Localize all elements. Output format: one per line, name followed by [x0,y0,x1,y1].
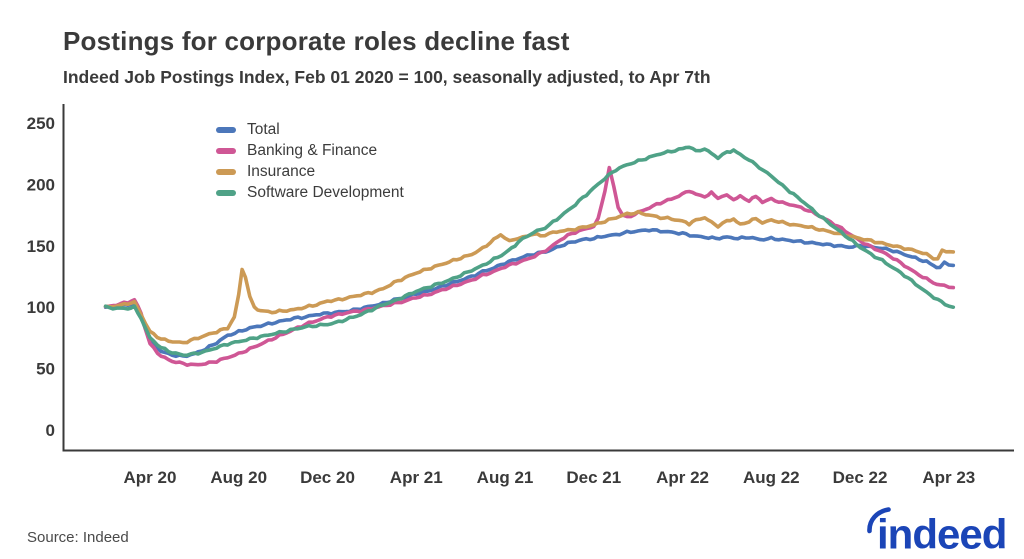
x-tick-label: Aug 20 [210,468,267,487]
legend-swatch-icon [216,168,236,175]
y-tick-label: 150 [27,237,55,256]
y-tick-label: 0 [46,421,55,440]
chart-title: Postings for corporate roles decline fas… [63,26,570,56]
series-line-total [103,228,956,359]
indeed-logo-text: indeed [877,511,1006,558]
legend-item: Insurance [216,161,404,182]
legend-label: Total [247,121,280,138]
legend-item: Software Development [216,182,404,203]
x-tick-label: Apr 20 [124,468,177,487]
legend-label: Banking & Finance [247,142,378,159]
x-tick-label: Aug 21 [477,468,534,487]
x-tick-label: Dec 22 [833,468,888,487]
series-lines [103,145,956,367]
x-tick-label: Apr 22 [656,468,709,487]
x-tick-label: Aug 22 [743,468,800,487]
series-line-insurance [103,209,956,345]
legend: Total Banking & Finance Insurance Software … [216,119,404,203]
legend-label: Insurance [247,163,316,180]
x-tick-label: Dec 21 [566,468,621,487]
source-note: Source: Indeed [27,529,129,546]
chart-subtitle: Indeed Job Postings Index, Feb 01 2020 =… [63,67,711,87]
x-axis-tick-labels: Apr 20 Aug 20 Dec 20 Apr 21 Aug 21 Dec 21 Apr … [124,468,976,487]
series-line-software-development [103,145,956,358]
legend-swatch-icon [216,189,236,196]
indeed-logo-swoosh-icon [867,507,891,534]
y-tick-label: 250 [27,114,55,133]
legend-swatch-icon [216,126,236,133]
y-tick-label: 100 [27,298,55,317]
x-tick-label: Apr 21 [390,468,443,487]
legend-label: Software Development [247,184,404,201]
indeed-logo: indeed [867,507,1007,558]
x-tick-label: Dec 20 [300,468,355,487]
legend-item: Total [216,119,404,140]
legend-swatch-icon [216,147,236,154]
x-tick-label: Apr 23 [922,468,975,487]
y-tick-label: 50 [36,360,55,379]
y-axis-tick-labels: 0 50 100 150 200 250 [27,114,55,440]
y-tick-label: 200 [27,175,55,194]
legend-item: Banking & Finance [216,140,404,161]
